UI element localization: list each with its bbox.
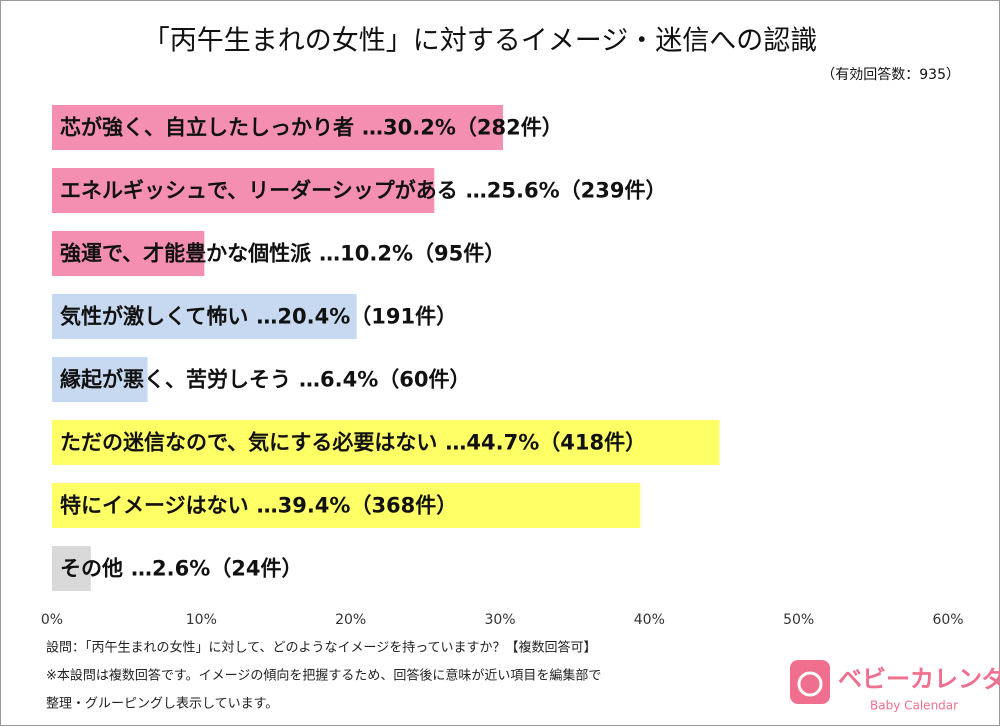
bar-label: 芯が強く、自立したしっかり者 …30.2%（282件） [60, 116, 563, 140]
x-tick-label: 40% [634, 612, 665, 628]
bar [52, 357, 148, 402]
category-label: エネルギッシュで、リーダーシップがある [60, 179, 458, 203]
bar-label: その他 …2.6%（24件） [60, 557, 302, 581]
x-tick-label: 30% [484, 612, 515, 628]
bar [52, 546, 91, 591]
x-tick-label: 0% [41, 612, 63, 628]
logo: ベビーカレンダー Baby Calendar [790, 660, 1000, 713]
category-label: 芯が強く、自立したしっかり者 [60, 116, 354, 140]
category-label: ただの迷信なので、気にする必要はない [60, 431, 437, 455]
category-label: 特にイメージはない [60, 494, 249, 518]
chart-subtitle: （有効回答数：935） [821, 66, 960, 83]
x-tick-label: 20% [335, 612, 366, 628]
bar [52, 168, 435, 213]
value-label: …2.6%（24件） [131, 557, 302, 581]
logo-name: ベビーカレンダー [838, 665, 1000, 693]
value-label: …10.2%（95件） [319, 242, 505, 266]
bar [52, 420, 720, 465]
bar-label: 気性が激しくて怖い …20.4%（191件） [60, 305, 457, 329]
logo-icon-ring [797, 671, 823, 697]
x-tick-label: 10% [186, 612, 217, 628]
x-tick-label: 50% [783, 612, 814, 628]
logo-icon [790, 660, 830, 704]
category-label: その他 [60, 557, 123, 581]
x-tick-label: 60% [932, 612, 963, 628]
value-label: …25.6%（239件） [466, 179, 667, 203]
note: 整理・グルーピングし表示しています。 [46, 697, 278, 712]
note: 設問：「丙午生まれの女性」に対して、どのようなイメージを持っていますか？【複数回… [46, 640, 597, 656]
value-label: …39.4%（368件） [257, 494, 458, 518]
bar-label: 特にイメージはない …39.4%（368件） [60, 494, 457, 518]
chart-title: 「丙午生まれの女性」に対するイメージ・迷信への認識 [143, 26, 817, 57]
logo-sub: Baby Calendar [870, 699, 958, 713]
bar-label: ただの迷信なので、気にする必要はない …44.7%（418件） [60, 431, 646, 455]
bar-label: 強運で、才能豊かな個性派 …10.2%（95件） [60, 242, 505, 266]
bar [52, 483, 641, 528]
bar [52, 105, 503, 150]
category-label: 気性が激しくて怖い [60, 305, 248, 329]
value-label: …6.4%（60件） [299, 368, 470, 392]
value-label: …44.7%（418件） [445, 431, 646, 455]
category-label: 強運で、才能豊かな個性派 [60, 242, 312, 266]
bar-label: エネルギッシュで、リーダーシップがある …25.6%（239件） [60, 179, 666, 203]
value-label: …30.2%（282件） [362, 116, 563, 140]
bar [52, 294, 357, 339]
category-label: 縁起が悪く、苦労しそう [60, 368, 291, 392]
note: ※本設問は複数回答です。イメージの傾向を把握するため、回答後に意味が近い項目を編… [46, 668, 601, 684]
value-label: …20.4%（191件） [256, 305, 457, 329]
bar-label: 縁起が悪く、苦労しそう …6.4%（60件） [60, 368, 470, 392]
bar [52, 231, 205, 276]
